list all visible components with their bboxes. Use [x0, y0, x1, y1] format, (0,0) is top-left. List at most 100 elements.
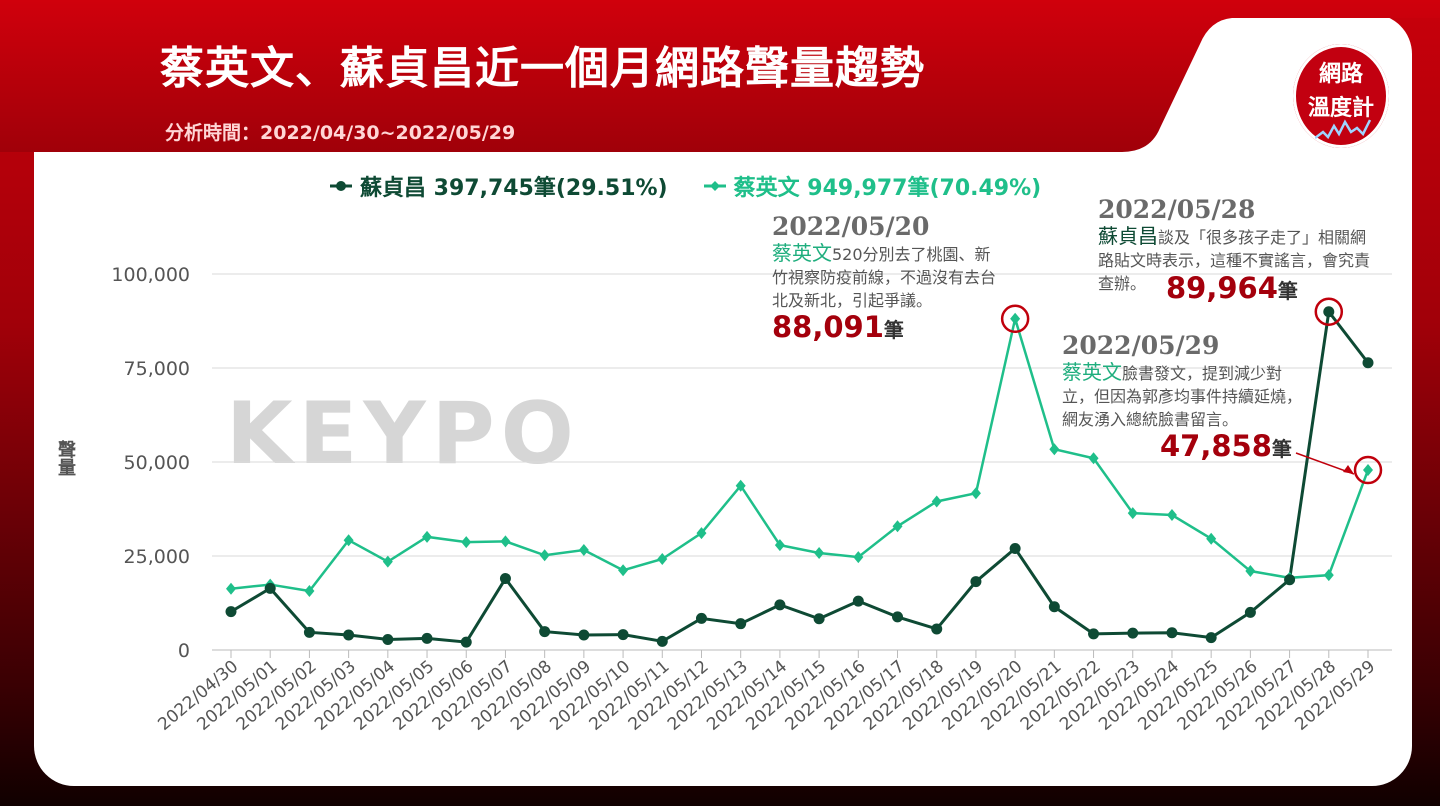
- annotation-date: 2022/05/20: [772, 212, 930, 241]
- annotation-who: 蔡英文: [1062, 360, 1122, 384]
- point-tsai: [735, 479, 746, 492]
- point-tsai: [382, 555, 393, 568]
- y-tick-label: 75,000: [124, 358, 190, 380]
- analysis-period: 分析時間：2022/04/30~2022/05/29: [165, 122, 516, 144]
- point-su: [1205, 632, 1217, 644]
- logo-line-2: 溫度計: [1307, 96, 1374, 121]
- point-tsai: [1088, 452, 1099, 465]
- point-su: [735, 618, 747, 630]
- point-tsai: [343, 534, 354, 547]
- series-lines: [230, 308, 1370, 644]
- point-su: [1048, 601, 1060, 613]
- point-tsai: [931, 495, 942, 508]
- y-tick-label: 50,000: [124, 452, 190, 474]
- point-tsai: [1206, 532, 1217, 545]
- point-su: [1284, 574, 1296, 586]
- point-su: [1244, 606, 1256, 618]
- point-tsai: [1166, 509, 1177, 522]
- x-axis: 2022/04/302022/05/012022/05/022022/05/03…: [154, 650, 1379, 735]
- keypo-watermark: KEYPO: [226, 384, 580, 484]
- series-markers: [225, 306, 1374, 648]
- y-tick-label: 100,000: [111, 264, 190, 286]
- highlight-circles: [1000, 297, 1383, 485]
- point-tsai: [461, 536, 472, 549]
- point-tsai: [814, 546, 825, 559]
- chart-legend: 蘇貞昌 397,745筆(29.51%) 蔡英文 949,977筆(70.49%…: [330, 170, 1041, 202]
- annotation-value: 88,091筆: [772, 310, 904, 344]
- y-axis-title: 聲量: [55, 440, 76, 476]
- point-tsai: [970, 487, 981, 500]
- point-su: [421, 632, 433, 644]
- point-su: [1362, 357, 1374, 369]
- point-tsai: [1363, 464, 1373, 477]
- annotation-0528: 2022/05/28 蘇貞昌談及「很多孩子走了」相關網 路貼文時表示，這種不實謠言…: [1098, 195, 1418, 303]
- point-su: [539, 626, 551, 638]
- point-su: [460, 636, 472, 648]
- legend-label-tsai: 蔡英文 949,977筆(70.49%): [733, 176, 1042, 201]
- highlight-circle: [1000, 304, 1030, 334]
- point-tsai: [500, 535, 511, 548]
- point-su: [1127, 627, 1139, 639]
- annotation-0520: 2022/05/20 蔡英文520分別去了桃園、新 竹視察防疫前線，不過沒有去台北…: [772, 212, 1052, 342]
- point-tsai: [1323, 569, 1334, 582]
- point-tsai: [696, 527, 707, 540]
- point-su: [382, 633, 394, 645]
- legend-item-su: 蘇貞昌 397,745筆(29.51%): [330, 170, 668, 202]
- point-su: [1009, 542, 1021, 554]
- point-tsai: [539, 549, 550, 562]
- point-su: [774, 599, 786, 611]
- point-tsai: [1245, 565, 1256, 578]
- logo-line-1: 網路: [1318, 62, 1363, 87]
- annotation-who: 蔡英文: [772, 241, 832, 265]
- annotation-who: 蘇貞昌: [1098, 224, 1158, 248]
- legend-dark-marker-icon: [330, 181, 352, 191]
- annotation-value: 47,858筆: [1160, 429, 1292, 463]
- point-su: [892, 611, 904, 623]
- highlight-circle: [1353, 455, 1383, 485]
- point-su: [303, 626, 315, 638]
- annotation-text: 蔡英文520分別去了桃園、新 竹視察防疫前線，不過沒有去台 北及新北，引起爭議。: [772, 241, 997, 311]
- header-band: [0, 0, 1440, 152]
- point-su: [499, 573, 511, 585]
- point-tsai: [853, 551, 864, 564]
- chart-title: 蔡英文、蘇貞昌近一個月網路聲量趨勢: [160, 43, 925, 94]
- annotation-text: 蔡英文臉書發文，提到減少對 立，但因為郭彥均事件持續延燒， 網友湧入總統臉書留言。: [1062, 360, 1303, 430]
- point-su: [931, 623, 943, 635]
- point-su: [225, 606, 237, 618]
- pulse-icon: [1315, 119, 1372, 140]
- annotation-value: 89,964筆: [1166, 271, 1298, 305]
- point-su: [343, 629, 355, 641]
- point-su: [813, 613, 825, 625]
- point-su: [1166, 627, 1178, 639]
- legend-label-su: 蘇貞昌 397,745筆(29.51%): [360, 176, 668, 201]
- arrow-head: [1343, 465, 1354, 475]
- legend-green-marker-icon: [703, 181, 726, 191]
- point-su: [970, 576, 982, 588]
- series-line-su: [230, 308, 1370, 644]
- y-tick-label: 0: [178, 640, 190, 662]
- series-line-tsai: [230, 313, 1370, 593]
- point-su: [264, 582, 276, 594]
- y-axis: 0 25,000 50,000 75,000 100,000: [111, 264, 190, 662]
- point-su: [617, 629, 629, 641]
- point-tsai: [1010, 312, 1021, 325]
- point-tsai: [578, 543, 589, 556]
- point-tsai: [774, 539, 785, 552]
- y-tick-label: 25,000: [124, 546, 190, 568]
- point-tsai: [1049, 443, 1060, 456]
- point-tsai: [892, 520, 903, 533]
- legend-item-tsai: 蔡英文 949,977筆(70.49%): [703, 170, 1042, 202]
- point-su: [695, 612, 707, 624]
- point-su: [578, 629, 590, 641]
- annotation-date: 2022/05/28: [1098, 195, 1256, 224]
- point-tsai: [1127, 507, 1138, 520]
- point-tsai: [618, 564, 629, 577]
- point-tsai: [422, 530, 433, 543]
- annotation-0529: 2022/05/29 蔡英文臉書發文，提到減少對 立，但因為郭彥均事件持續延燒，網…: [1062, 331, 1342, 461]
- annotation-date: 2022/05/29: [1062, 331, 1220, 360]
- point-tsai: [304, 584, 315, 597]
- grid-lines: [212, 273, 1392, 651]
- point-su: [1323, 306, 1335, 318]
- point-su: [1088, 628, 1100, 640]
